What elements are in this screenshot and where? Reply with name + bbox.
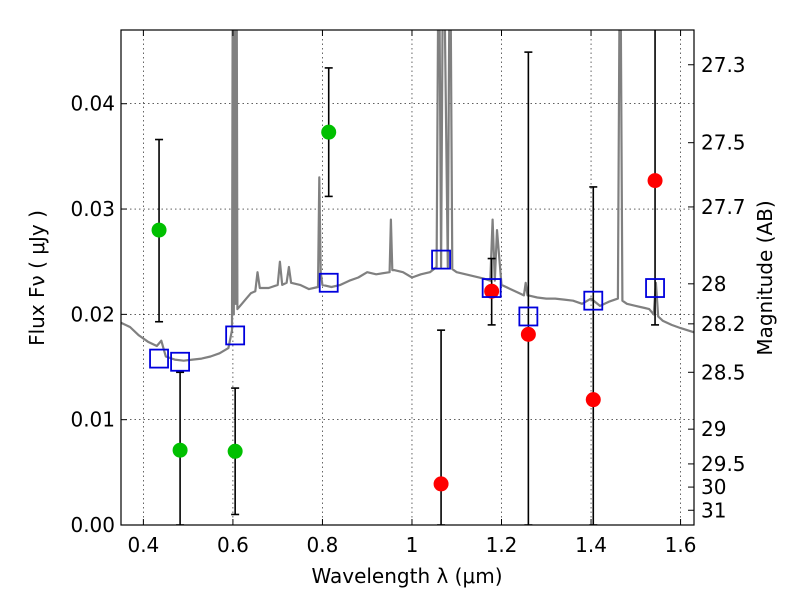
x-tick-label: 0.8 — [307, 533, 339, 557]
x-tick-label: 1.2 — [486, 533, 518, 557]
y-axis-flux: 0.00 0.01 0.02 0.03 0.04 — [70, 92, 127, 537]
x-tick-label: 1.6 — [665, 533, 697, 557]
mag-tick-label: 27.3 — [701, 53, 746, 77]
plot-frame — [120, 29, 695, 526]
model-square — [149, 348, 169, 369]
photometry-red-point — [484, 283, 500, 299]
x-tick-label: 0.6 — [217, 533, 249, 557]
mag-tick-label: 27.5 — [701, 131, 746, 155]
mag-tick-label: 30 — [701, 475, 726, 499]
photometry-red-point — [433, 476, 449, 492]
photometry-green-point — [172, 442, 188, 458]
photometry-green-point — [227, 443, 243, 459]
y-tick-label: 0.03 — [70, 197, 115, 221]
plot-area — [121, 30, 694, 525]
model-square — [645, 278, 665, 298]
mag-tick-label: 29 — [701, 417, 726, 441]
photometry-red-point — [520, 326, 536, 342]
x-tick-label: 1 — [406, 533, 419, 557]
mag-tick-label: 31 — [701, 498, 726, 522]
x-tick-label: 1.4 — [575, 533, 607, 557]
model-square — [481, 278, 502, 298]
x-tick-label: 0.4 — [127, 533, 159, 557]
y-tick-label: 0.00 — [70, 513, 115, 537]
mag-tick-label: 28.2 — [701, 312, 746, 336]
y-tick-label: 0.02 — [70, 302, 115, 326]
y-tick-label: 0.04 — [70, 92, 115, 116]
model-square — [583, 290, 604, 311]
model-square — [518, 306, 539, 327]
y2-axis-title: Magnitude (AB) — [753, 200, 777, 355]
photometry-red-point — [647, 173, 663, 189]
model-square — [318, 272, 339, 293]
model-square — [431, 249, 451, 270]
model-square — [225, 325, 246, 346]
model-square — [170, 351, 190, 372]
plot-background — [121, 30, 694, 525]
y-axis-title: Flux Fν ( μJy ) — [25, 210, 49, 346]
x-axis-title: Wavelength λ (μm) — [311, 564, 502, 588]
photometry-red-point — [585, 392, 601, 408]
mag-tick-label: 28.5 — [701, 360, 746, 384]
mag-tick-label: 28 — [701, 272, 726, 296]
spectrum-line — [121, 30, 694, 362]
photometry-green-point — [151, 222, 167, 238]
mag-tick-label: 27.7 — [701, 195, 746, 219]
x-axis: 0.4 0.6 0.8 1 1.2 1.4 1.6 — [127, 30, 696, 557]
y-tick-label: 0.01 — [70, 408, 115, 432]
photometry-green-point — [321, 124, 337, 140]
mag-tick-label: 29.5 — [701, 452, 746, 476]
